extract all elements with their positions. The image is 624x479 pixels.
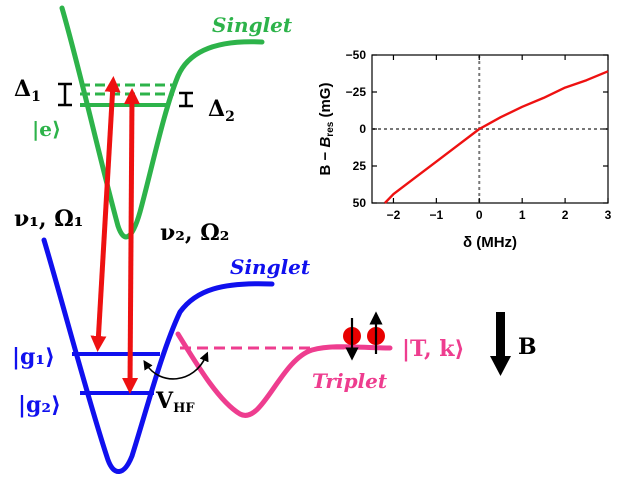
x-tick-label: 0 bbox=[476, 208, 483, 222]
x-tick-label: −2 bbox=[387, 208, 401, 222]
singlet-top-label: Singlet bbox=[212, 13, 293, 37]
y-tick-label: 25 bbox=[353, 159, 367, 173]
delta1-bracket bbox=[58, 82, 72, 107]
y-tick-label: −50 bbox=[346, 48, 367, 62]
x-ticks: −2 −1 0 1 2 3 bbox=[387, 55, 612, 222]
y-ticks: −50 −25 0 25 50 bbox=[346, 48, 608, 210]
delta2-bracket bbox=[179, 91, 193, 108]
reference-lines bbox=[372, 55, 608, 203]
singlet-bottom-label: Singlet bbox=[230, 255, 311, 279]
nu1-omega1-label: ν₁, Ω₁ bbox=[14, 206, 83, 232]
x-axis-label: δ (MHz) bbox=[463, 234, 517, 251]
field-b-arrow bbox=[490, 312, 511, 376]
state-g1-label: |g₁⟩ bbox=[12, 344, 55, 370]
state-tk-label: |T, k⟩ bbox=[402, 336, 465, 362]
y-tick-label: −25 bbox=[346, 85, 367, 99]
laser-arrow-nu1 bbox=[90, 76, 121, 352]
x-tick-label: 1 bbox=[519, 208, 526, 222]
resonance-shift-line bbox=[384, 70, 609, 204]
series-lines bbox=[384, 70, 609, 204]
y-tick-label: 50 bbox=[353, 196, 367, 210]
y-axis-label: B − Bres (mG) bbox=[317, 83, 336, 176]
triplet-label: Triplet bbox=[312, 369, 388, 393]
field-b-label: B bbox=[518, 334, 537, 360]
vhf-label: VHF bbox=[155, 388, 195, 416]
x-tick-label: −1 bbox=[430, 208, 444, 222]
detuning-inset-plot: −2 −1 0 1 2 3 −50 −25 0 25 50 δ (MHz) B − Bres (m… bbox=[317, 48, 612, 251]
x-tick-label: 3 bbox=[605, 208, 612, 222]
state-e-label: |e⟩ bbox=[32, 117, 61, 141]
hyperfine-coupling-arrow bbox=[143, 351, 209, 380]
y-tick-label: 0 bbox=[359, 122, 366, 136]
delta2-label: Δ2 bbox=[208, 96, 235, 125]
delta1-label: Δ1 bbox=[14, 76, 41, 105]
laser-arrow-nu2 bbox=[122, 88, 140, 394]
atom-pair bbox=[343, 311, 385, 361]
state-g2-label: |g₂⟩ bbox=[18, 392, 61, 418]
x-tick-label: 2 bbox=[562, 208, 569, 222]
nu2-omega2-label: ν₂, Ω₂ bbox=[160, 220, 229, 246]
